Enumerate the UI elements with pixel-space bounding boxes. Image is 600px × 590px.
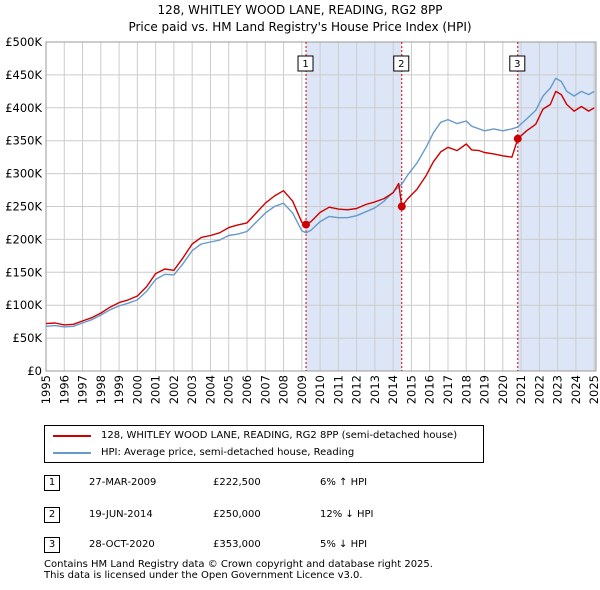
legend-swatch-hpi	[53, 452, 91, 454]
x-tick-label: 2006	[240, 375, 254, 404]
x-tick-label: 2016	[423, 375, 437, 404]
legend-entry-hpi: HPI: Average price, semi-detached house,…	[53, 446, 354, 460]
x-tick-label: 1995	[39, 375, 53, 404]
x-tick-label: 2014	[386, 375, 400, 404]
sale-marker-number: 1	[302, 59, 308, 70]
transaction-row: 1 27-MAR-2009 £222,500 6% ↑ HPI	[0, 475, 600, 495]
legend-entry-price-paid: 128, WHITLEY WOOD LANE, READING, RG2 8PP…	[53, 429, 457, 443]
series-hpi-line	[45, 77, 595, 328]
x-tick-label: 2010	[313, 375, 327, 404]
footer-licence: This data is licensed under the Open Gov…	[44, 570, 363, 581]
footer: Contains HM Land Registry data © Crown c…	[44, 559, 433, 581]
chart-subtitle: Price paid vs. HM Land Registry's House …	[128, 20, 472, 34]
x-tick-label: 2005	[222, 375, 236, 404]
footer-copyright: Contains HM Land Registry data © Crown c…	[44, 559, 433, 570]
transaction-number: 2	[44, 507, 60, 523]
transaction-date: 27-MAR-2009	[89, 477, 157, 488]
x-tick-label: 2015	[404, 375, 418, 404]
sale-marker-box	[297, 55, 314, 72]
y-tick-label: £150K	[5, 265, 42, 279]
x-tick-label: 2025	[587, 375, 600, 404]
y-tick-label: £100K	[5, 298, 42, 312]
x-tick-label: 2012	[350, 375, 364, 404]
x-tick-label: 2003	[185, 375, 199, 404]
y-tick-label: £450K	[5, 68, 42, 82]
y-tick-label: £300K	[5, 167, 42, 181]
transaction-number: 1	[44, 475, 60, 491]
transaction-price: £353,000	[213, 539, 261, 550]
x-tick-label: 2011	[331, 375, 345, 404]
sale-marker-badge: 2	[393, 55, 410, 72]
x-tick-label: 2017	[441, 375, 455, 404]
y-tick-label: £500K	[5, 35, 42, 49]
legend-swatch-price-paid	[53, 435, 91, 437]
sale-marker-box	[509, 55, 526, 72]
x-tick-label: 2013	[368, 375, 382, 404]
y-tick-label: £200K	[5, 232, 42, 246]
x-tick-label: 2000	[130, 375, 144, 404]
x-tick-label: 2001	[149, 375, 163, 404]
transaction-price: £222,500	[213, 477, 261, 488]
transaction-row: 3 28-OCT-2020 £353,000 5% ↓ HPI	[0, 537, 600, 557]
x-tick-label: 2002	[167, 375, 181, 404]
y-tick-label: £250K	[5, 200, 42, 214]
x-tick-label: 2023	[551, 375, 565, 404]
plot-border	[45, 41, 597, 372]
x-tick-label: 1998	[94, 375, 108, 404]
x-tick-label: 1997	[76, 375, 90, 404]
sale-point	[397, 202, 406, 211]
transaction-hpi: 12% ↓ HPI	[320, 509, 374, 520]
sale-point	[513, 134, 522, 143]
x-tick-label: 2008	[277, 375, 291, 404]
price-chart: £0 £50K £100K £150K £200K £250K £300K £350K £400…	[5, 35, 600, 404]
sale-marker-badge: 3	[509, 55, 526, 72]
transaction-number: 3	[44, 537, 60, 553]
sale-point	[302, 220, 311, 229]
x-tick-label: 2021	[514, 375, 528, 404]
transaction-hpi: 5% ↓ HPI	[320, 539, 368, 550]
sale-marker-badge: 1	[297, 55, 314, 72]
transaction-hpi: 6% ↑ HPI	[320, 477, 368, 488]
transaction-price: £250,000	[213, 509, 261, 520]
x-tick-label: 2018	[459, 375, 473, 404]
transaction-date: 28-OCT-2020	[89, 539, 155, 550]
x-tick-label: 2022	[532, 375, 546, 404]
x-tick-label: 2020	[496, 375, 510, 404]
sale-marker-number: 2	[398, 59, 404, 70]
sale-marker-number: 3	[514, 59, 520, 70]
legend: 128, WHITLEY WOOD LANE, READING, RG2 8PP…	[44, 425, 484, 463]
y-tick-label: £350K	[5, 134, 42, 148]
y-tick-label: £50K	[13, 331, 43, 345]
transaction-date: 19-JUN-2014	[89, 509, 153, 520]
transaction-row: 2 19-JUN-2014 £250,000 12% ↓ HPI	[0, 507, 600, 527]
x-tick-label: 2007	[258, 375, 272, 404]
chart-title: 128, WHITLEY WOOD LANE, READING, RG2 8PP	[157, 3, 443, 17]
legend-label-hpi: HPI: Average price, semi-detached house,…	[101, 447, 355, 458]
x-tick-label: 2019	[478, 375, 492, 404]
y-tick-label: £0	[27, 364, 42, 378]
legend-label-price-paid: 128, WHITLEY WOOD LANE, READING, RG2 8PP…	[101, 430, 458, 441]
sale-marker-box	[393, 55, 410, 72]
x-tick-label: 2004	[203, 375, 217, 404]
x-tick-label: 1996	[57, 375, 71, 404]
x-tick-label: 1999	[112, 375, 126, 404]
x-tick-label: 2009	[295, 375, 309, 404]
x-tick-label: 2024	[569, 375, 583, 404]
y-tick-label: £400K	[5, 101, 42, 115]
